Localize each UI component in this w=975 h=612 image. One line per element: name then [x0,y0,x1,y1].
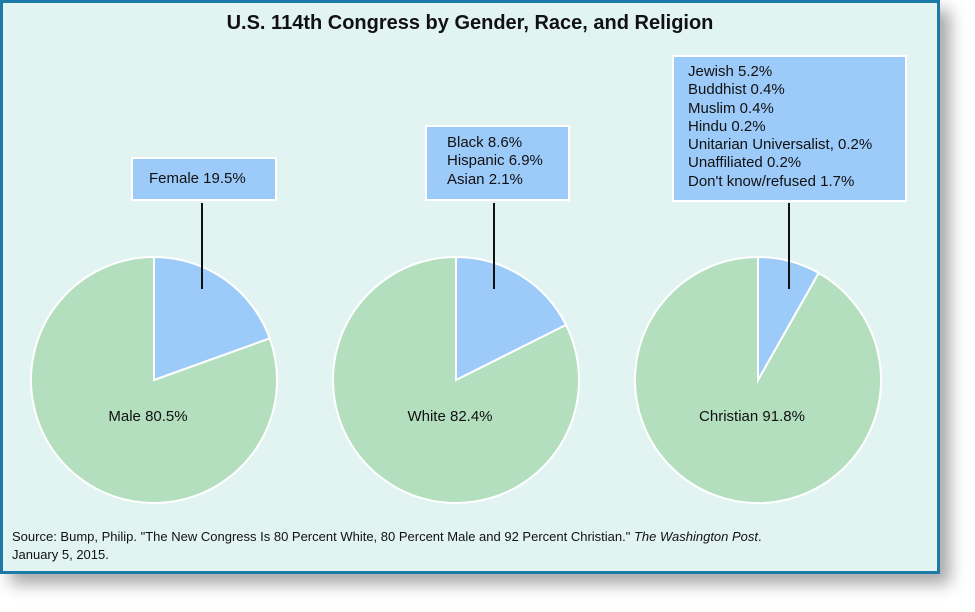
callout-line: Hispanic 6.9% [447,152,543,170]
callout-line: Asian 2.1% [447,170,523,188]
callout-line: Don't know/refused 1.7% [688,172,855,190]
callout-race: Black 8.6% Hispanic 6.9% Asian 2.1% [425,125,570,201]
pie-slice-minor [153,255,272,382]
callout-line: Hindu 0.2% [688,117,766,135]
callout-line: Buddhist 0.4% [688,81,785,99]
callout-gender: Female 19.5% [131,157,277,201]
source-text: Source: Bump, Philip. "The New Congress … [12,529,634,544]
callout-line: Unaffiliated 0.2% [688,154,802,172]
source-publication: The Washington Post [633,529,759,544]
callout-line: Unitarian Universalist, 0.2% [688,136,873,154]
callout-religion: Jewish 5.2% Buddhist 0.4% Muslim 0.4% Hindu… [672,55,907,202]
chart-title: U.S. 114th Congress by Gender, Race, and… [226,12,714,34]
callout-line: Black 8.6% [447,134,523,151]
callout-line: Jewish 5.2% [688,63,773,80]
pie-slice-minor [455,255,568,382]
callout-line: Muslim 0.4% [688,99,774,117]
pie-gender: Male 80.5% [30,203,278,504]
pie-slice-label: Christian 91.8% [699,408,805,425]
pie-slice-label: Male 80.5% [108,408,187,425]
pie-religion: Christian 91.8% [634,203,882,504]
pie-race: White 82.4% [332,203,580,504]
source-suffix: . [758,529,762,544]
source-date: January 5, 2015. [12,547,109,562]
pie-slice-label: White 82.4% [407,408,492,425]
source-citation: Source: Bump, Philip. "The New Congress … [12,528,922,564]
callout-line: Female 19.5% [149,170,246,187]
